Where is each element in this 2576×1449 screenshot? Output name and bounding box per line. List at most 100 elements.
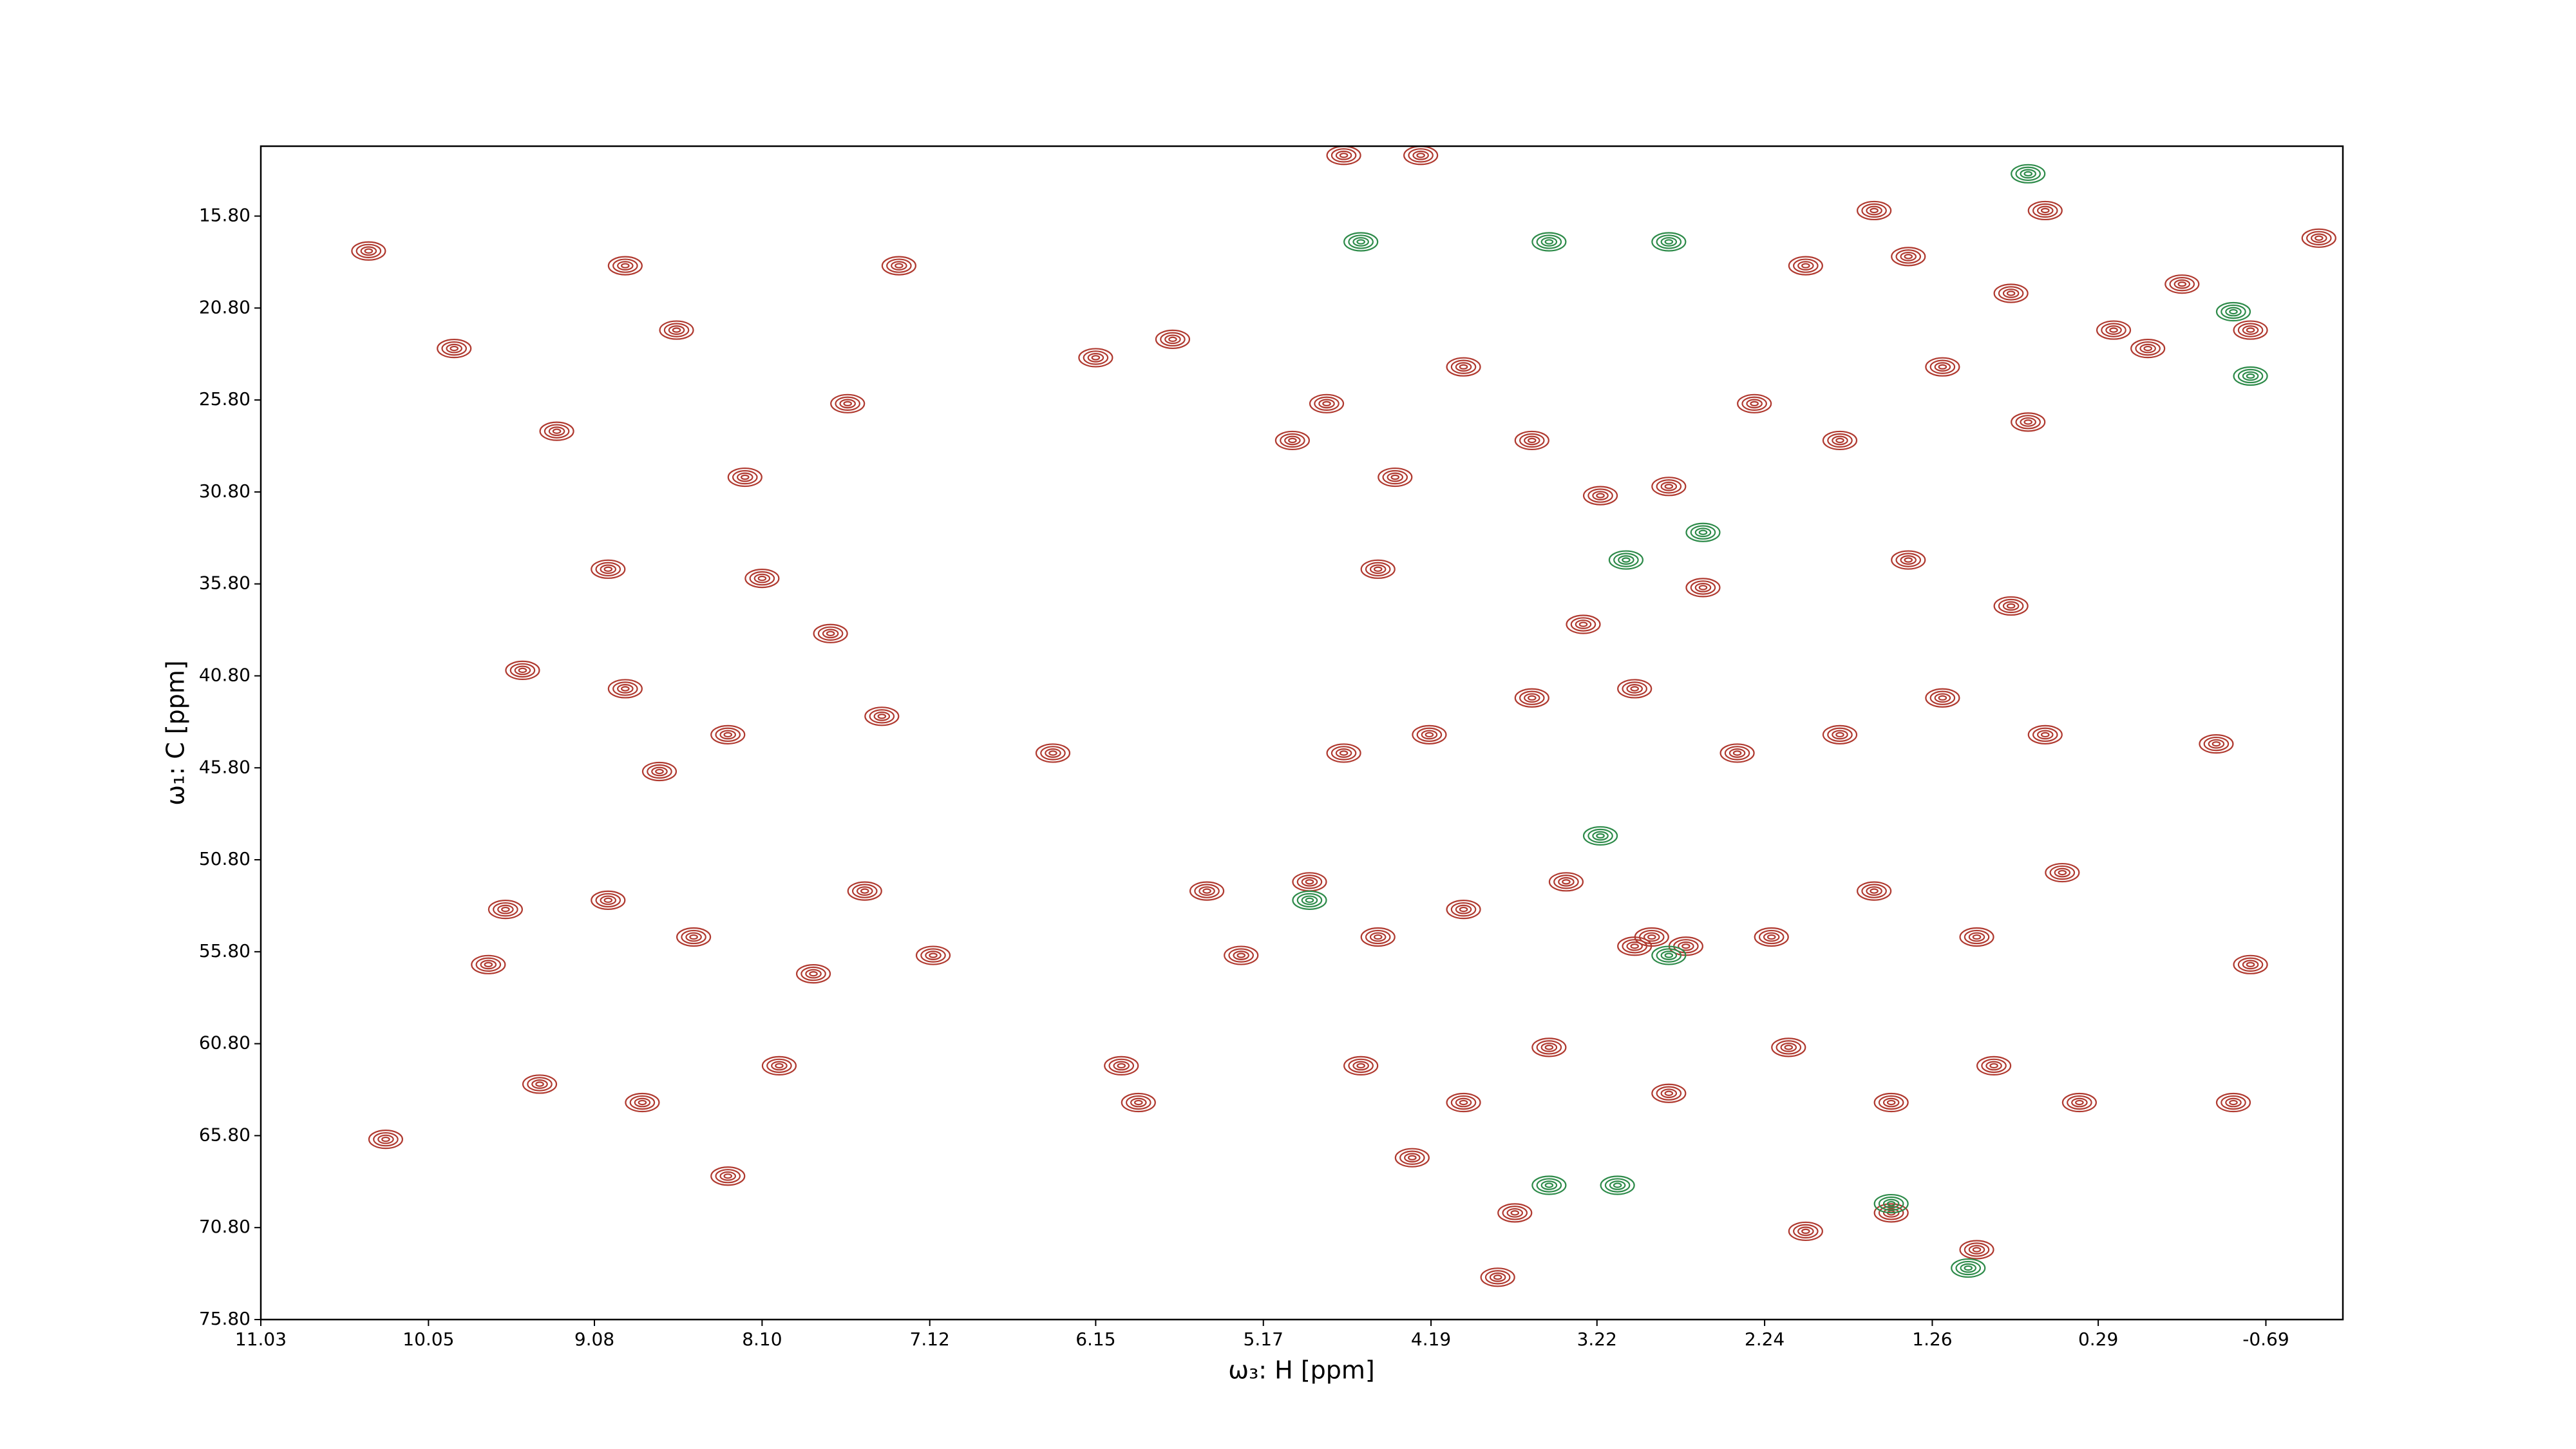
x-tick-label: 8.10 xyxy=(742,1329,782,1350)
contour-peak xyxy=(1959,1240,1994,1260)
contour-peak xyxy=(1651,232,1687,252)
contour-level xyxy=(1732,750,1742,756)
contour-level xyxy=(1301,876,1318,887)
contour-level xyxy=(539,421,574,441)
contour-peak xyxy=(1651,477,1687,497)
contour-level xyxy=(1091,355,1101,361)
contour-level xyxy=(1108,1058,1135,1074)
contour-level xyxy=(1527,695,1537,701)
contour-level xyxy=(629,1095,656,1110)
contour-level xyxy=(2036,730,2054,740)
contour-level xyxy=(2143,345,2152,352)
contour-level xyxy=(1882,1198,1900,1209)
contour-level xyxy=(1536,234,1562,249)
contour-level xyxy=(1387,472,1404,482)
contour-level xyxy=(1758,929,1785,945)
contour-level xyxy=(1618,555,1634,565)
contour-level xyxy=(668,325,685,335)
contour-level xyxy=(2015,415,2041,430)
contour-peak xyxy=(1822,430,1858,451)
contour-level xyxy=(1408,1155,1417,1160)
contour-level xyxy=(813,623,848,643)
contour-level xyxy=(1536,1040,1562,1055)
contour-level xyxy=(1968,932,1985,942)
contour-level xyxy=(1356,1063,1365,1069)
contour-level xyxy=(1596,833,1605,839)
contour-level xyxy=(2301,228,2336,248)
contour-level xyxy=(1660,951,1678,960)
contour-level xyxy=(1793,1224,1819,1239)
contour-level xyxy=(2229,1099,2238,1106)
contour-peak xyxy=(591,559,626,579)
contour-level xyxy=(1873,1193,1909,1214)
contour-level xyxy=(1446,1092,1481,1113)
contour-peak xyxy=(1326,743,1361,763)
contour-level xyxy=(681,929,706,945)
contour-level xyxy=(689,934,698,940)
contour-level xyxy=(1587,828,1613,844)
contour-peak xyxy=(625,1092,660,1113)
contour-level xyxy=(1630,943,1640,949)
x-tick-label: 2.24 xyxy=(1745,1329,1785,1350)
contour-peak xyxy=(727,467,762,488)
contour-level xyxy=(1369,932,1387,942)
contour-peak xyxy=(1582,486,1618,506)
contour-level xyxy=(1643,932,1660,942)
contour-peak xyxy=(1360,927,1396,947)
contour-level xyxy=(2002,289,2020,298)
contour-level xyxy=(1651,945,1687,965)
contour-level xyxy=(1989,1063,1998,1069)
contour-peak xyxy=(2199,734,2234,754)
contour-level xyxy=(1972,934,1982,940)
contour-peak xyxy=(1531,1037,1567,1057)
contour-peak xyxy=(1993,596,2029,616)
contour-level xyxy=(1510,1210,1520,1216)
contour-level xyxy=(1459,906,1468,913)
contour-level xyxy=(2061,1092,2097,1113)
contour-level xyxy=(1719,743,1755,763)
contour-peak xyxy=(2233,320,2268,340)
contour-level xyxy=(895,263,904,269)
contour-level xyxy=(1544,1045,1554,1050)
contour-level xyxy=(1292,890,1327,910)
contour-level xyxy=(1878,1196,1904,1211)
contour-level xyxy=(1904,254,1913,260)
contour-peak xyxy=(710,724,746,744)
contour-level xyxy=(1934,362,1951,372)
contour-level xyxy=(1228,948,1255,963)
contour-level xyxy=(1861,203,1887,218)
contour-level xyxy=(1506,1208,1524,1218)
contour-level xyxy=(1891,550,1926,570)
contour-level xyxy=(1416,153,1425,158)
contour-level xyxy=(1562,879,1571,885)
contour-level xyxy=(1690,525,1716,540)
contour-level xyxy=(864,706,900,726)
contour-level xyxy=(381,1136,390,1142)
contour-peak xyxy=(522,1074,558,1094)
contour-level xyxy=(595,562,621,577)
contour-peak xyxy=(1326,146,1361,166)
contour-peak xyxy=(2164,274,2200,294)
contour-peak xyxy=(1360,559,1396,579)
contour-level xyxy=(1450,902,1477,917)
contour-level xyxy=(2246,961,2255,968)
contour-level xyxy=(1891,247,1926,267)
contour-level xyxy=(1592,831,1609,841)
contour-level xyxy=(805,969,822,979)
contour-level xyxy=(881,256,916,276)
contour-level xyxy=(1480,1267,1515,1287)
contour-level xyxy=(1373,934,1383,940)
contour-level xyxy=(2023,419,2033,425)
contour-level xyxy=(2237,323,2264,337)
contour-peak xyxy=(1651,945,1687,965)
x-tick-label: 3.22 xyxy=(1577,1329,1617,1350)
contour-level xyxy=(2101,323,2126,337)
contour-level xyxy=(1925,688,1960,708)
contour-level xyxy=(869,709,895,724)
x-tick-label: 7.12 xyxy=(910,1329,950,1350)
contour-level xyxy=(1288,437,1297,444)
contour-level xyxy=(1925,357,1960,377)
contour-peak xyxy=(607,256,643,276)
contour-level xyxy=(497,904,514,914)
